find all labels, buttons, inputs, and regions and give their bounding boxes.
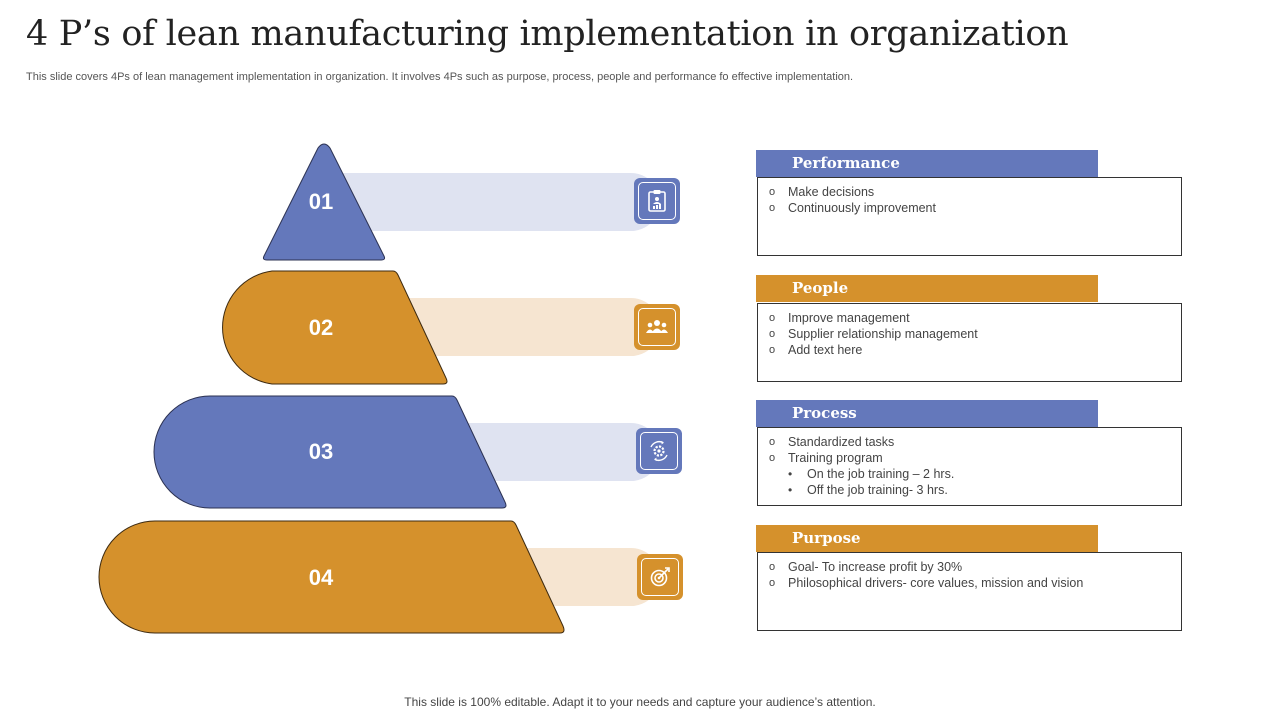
- level-1-bar: [330, 173, 660, 231]
- list-item: o Improve management: [769, 311, 910, 325]
- team-icon: [646, 320, 668, 333]
- sub-list-item: • On the job training – 2 hrs.: [788, 467, 955, 481]
- slide-subtitle: This slide covers 4Ps of lean management…: [26, 71, 854, 83]
- people-header: People: [756, 275, 1098, 302]
- level-1-icon-box: [634, 178, 680, 224]
- level-4-shape: [98, 520, 565, 634]
- people-card: o Improve management o Supplier relationsh…: [757, 303, 1182, 382]
- level-4-icon-box: [637, 554, 683, 600]
- level-3-shape: [153, 395, 507, 509]
- level-2-icon-box: [634, 304, 680, 350]
- sub-list-item: • Off the job training- 3 hrs.: [788, 483, 948, 497]
- slide-footer: This slide is 100% editable. Adapt it to…: [404, 695, 876, 709]
- level-3-bar: [460, 423, 660, 481]
- clipboard-chart-icon: [648, 190, 666, 212]
- list-item: o Training program: [769, 451, 883, 465]
- target-icon: [650, 567, 670, 587]
- performance-header: Performance: [756, 150, 1098, 177]
- purpose-card: o Goal- To increase profit by 30% o Philos…: [757, 552, 1182, 631]
- list-item: o Standardized tasks: [769, 435, 895, 449]
- level-1-number: 01: [308, 189, 334, 214]
- level-2-bar: [400, 298, 660, 356]
- level-1-shape: [262, 143, 386, 261]
- level-4-number: 04: [308, 565, 334, 590]
- list-item: o Philosophical drivers- core values, mis…: [769, 576, 1084, 590]
- level-3-icon-box: [636, 428, 682, 474]
- list-item: o Make decisions: [769, 185, 875, 199]
- level-2-number: 02: [308, 315, 334, 340]
- list-item: o Goal- To increase profit by 30%: [769, 560, 963, 574]
- performance-card: o Make decisions o Continuously improvemen…: [757, 177, 1182, 256]
- process-card: o Standardized tasks o Training program • O…: [757, 427, 1182, 506]
- list-item: o Continuously improvement: [769, 201, 936, 215]
- purpose-header: Purpose: [756, 525, 1098, 552]
- pyramid-diagram: 01 02 03 04: [98, 143, 683, 634]
- process-header: Process: [756, 400, 1098, 427]
- list-item: o Supplier relationship management: [769, 327, 978, 341]
- gear-process-icon: [650, 441, 668, 461]
- slide-title: 4 P’s of lean manufacturing implementati…: [26, 14, 1069, 54]
- list-item: o Add text here: [769, 343, 863, 357]
- level-2-shape: [222, 270, 448, 385]
- level-3-number: 03: [308, 439, 334, 464]
